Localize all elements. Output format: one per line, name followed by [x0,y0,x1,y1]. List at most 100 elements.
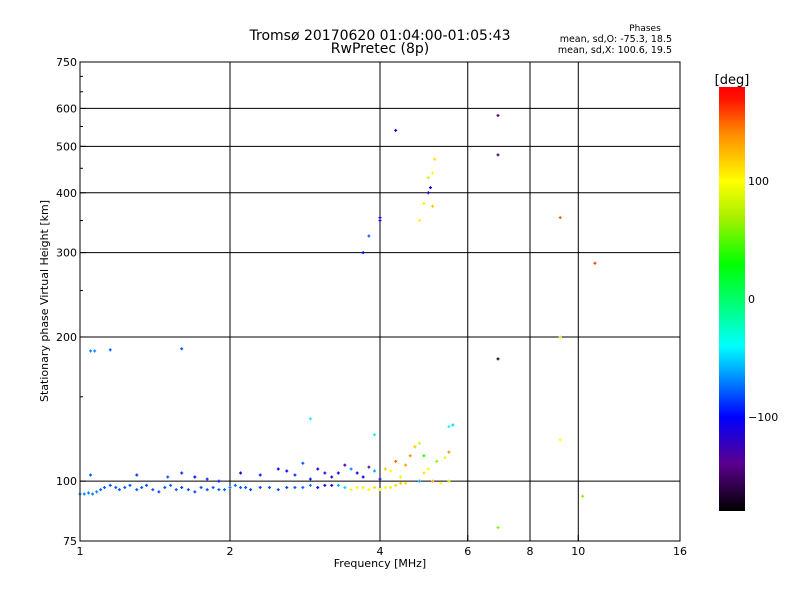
data-point [276,488,280,492]
data-point [166,475,170,479]
data-point [496,113,500,117]
data-point [451,423,455,427]
data-point [316,485,320,489]
data-point [108,348,112,352]
data-point [205,477,209,481]
data-point [323,483,327,487]
colorbar-label: [deg] [715,73,750,88]
data-point [217,479,221,483]
data-point [336,471,340,475]
data-point [244,485,248,489]
data-point [361,475,365,479]
data-point [123,485,127,489]
data-point [558,335,562,339]
data-point [293,485,297,489]
data-point [205,488,209,492]
data-point [403,481,407,485]
data-point [447,425,451,429]
data-point [239,471,243,475]
data-point [249,488,253,492]
data-point [293,473,297,477]
data-point [223,488,227,492]
data-point [422,454,426,458]
data-point [355,471,359,475]
data-point [349,488,353,492]
x-tick-label: 16 [673,545,687,558]
y-tick-label: 500 [56,140,77,153]
data-point [103,485,107,489]
data-point [157,490,161,494]
data-point [417,219,421,223]
data-point [383,485,387,489]
stats-x-mode: mean, sd,X: 100.6, 19.5 [558,45,672,56]
data-point [349,467,353,471]
data-point [428,186,432,190]
data-point [581,494,585,498]
data-point [193,475,197,479]
data-point [301,461,305,465]
data-point [135,473,139,477]
x-axis-ticks: 1 2 4 6 8 10 16 [77,535,687,558]
data-point [316,467,320,471]
x-tick-label: 8 [527,545,534,558]
data-point [367,234,371,238]
data-point [431,171,435,175]
data-point [361,485,365,489]
data-point [447,450,451,454]
data-point [343,463,347,467]
data-point [413,445,417,449]
x-tick-label: 4 [377,545,384,558]
data-point [145,483,149,487]
data-point [82,492,86,496]
data-point [93,349,97,353]
data-point [496,526,500,530]
data-point [267,485,271,489]
data-point [422,471,426,475]
data-point [135,488,139,492]
data-point [447,479,451,483]
data-point [389,469,393,473]
data-point [399,475,403,479]
data-point [558,438,562,442]
data-point [308,483,312,487]
data-point [367,465,371,469]
data-point [336,483,340,487]
data-point [258,485,262,489]
data-point [276,467,280,471]
data-point [435,459,439,463]
y-tick-label: 75 [63,535,77,548]
data-point [378,219,382,223]
data-point [330,483,334,487]
data-point [180,347,184,351]
data-point [89,349,93,353]
y-tick-label: 600 [56,102,77,115]
data-point [373,469,377,473]
data-point [378,488,382,492]
data-point [373,485,377,489]
data-point [378,477,382,481]
data-point [114,485,118,489]
data-point [433,157,437,161]
data-point [117,488,121,492]
data-point [86,491,90,495]
data-point [389,485,393,489]
data-point [99,488,103,492]
data-point [422,201,426,205]
data-point [431,479,435,483]
data-point [323,471,327,475]
data-point [431,204,435,208]
data-point [426,191,430,195]
data-point [417,479,421,483]
data-point [439,481,443,485]
data-point [399,481,403,485]
data-point [95,490,99,494]
data-point [228,485,232,489]
data-point [199,485,203,489]
data-point [91,492,95,496]
data-point [408,454,412,458]
data-point [394,128,398,132]
colorbar-tick-label: 0 [748,293,755,306]
y-tick-label: 300 [56,247,77,260]
data-point [426,467,430,471]
